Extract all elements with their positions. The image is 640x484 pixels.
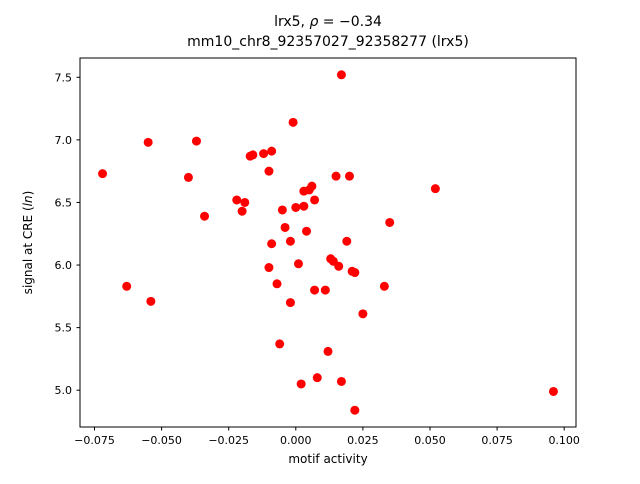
data-point [272, 279, 282, 289]
data-point [267, 239, 277, 249]
plot-border [79, 57, 577, 428]
chart-subtitle: mm10_chr8_92357027_92358277 (lrx5) [187, 34, 469, 50]
data-point [146, 296, 156, 306]
data-point [275, 339, 285, 349]
data-point [323, 346, 333, 356]
data-point [331, 171, 341, 181]
data-point [280, 222, 290, 232]
data-point [237, 206, 247, 216]
y-tick-label: 5.5 [55, 322, 73, 335]
data-point [310, 285, 320, 295]
y-tick-label: 6.5 [55, 196, 73, 209]
data-point [336, 70, 346, 80]
x-tick-label: 0.050 [414, 434, 446, 447]
data-point [385, 217, 395, 227]
data-point [191, 136, 201, 146]
data-point [296, 379, 306, 389]
data-point [293, 259, 303, 269]
data-point [248, 150, 258, 160]
y-tick-label: 7.5 [55, 71, 73, 84]
x-tick-label: −0.050 [141, 434, 182, 447]
y-tick-label: 7.0 [55, 134, 73, 147]
data-point [548, 386, 558, 396]
x-tick-label: 0.000 [280, 434, 312, 447]
x-axis-label: motif activity [288, 452, 367, 466]
data-point [350, 268, 360, 278]
data-point [122, 281, 132, 291]
data-point [299, 201, 309, 211]
x-tick-label: −0.025 [208, 434, 249, 447]
data-point [143, 137, 153, 147]
data-point [200, 211, 210, 221]
data-point [259, 149, 269, 159]
data-point [291, 202, 301, 212]
data-point [240, 197, 250, 207]
data-point [379, 281, 389, 291]
data-point [310, 195, 320, 205]
y-axis-label: signal at CRE (ln) [21, 191, 35, 295]
data-point [285, 298, 295, 308]
x-tick-label: 0.100 [548, 434, 580, 447]
data-point [302, 226, 312, 236]
data-point [264, 263, 274, 273]
data-point [358, 309, 368, 319]
y-tick-label: 5.0 [55, 384, 73, 397]
chart-title: lrx5, ρ = −0.34 [274, 14, 382, 30]
data-point [312, 373, 322, 383]
data-point [285, 236, 295, 246]
data-point [430, 184, 440, 194]
data-point [320, 285, 330, 295]
data-point [336, 376, 346, 386]
data-point [277, 205, 287, 215]
y-tick-label: 6.0 [55, 259, 73, 272]
data-point [334, 261, 344, 271]
data-point [98, 169, 108, 179]
data-point [264, 166, 274, 176]
data-point [350, 405, 360, 415]
x-tick-label: −0.075 [74, 434, 115, 447]
data-point [288, 117, 298, 127]
x-tick-label: 0.075 [481, 434, 513, 447]
data-point [344, 171, 354, 181]
data-point [307, 181, 317, 191]
data-point [183, 172, 193, 182]
data-point [232, 195, 242, 205]
data-point [342, 236, 352, 246]
x-tick-label: 0.025 [347, 434, 379, 447]
data-point [267, 146, 277, 156]
